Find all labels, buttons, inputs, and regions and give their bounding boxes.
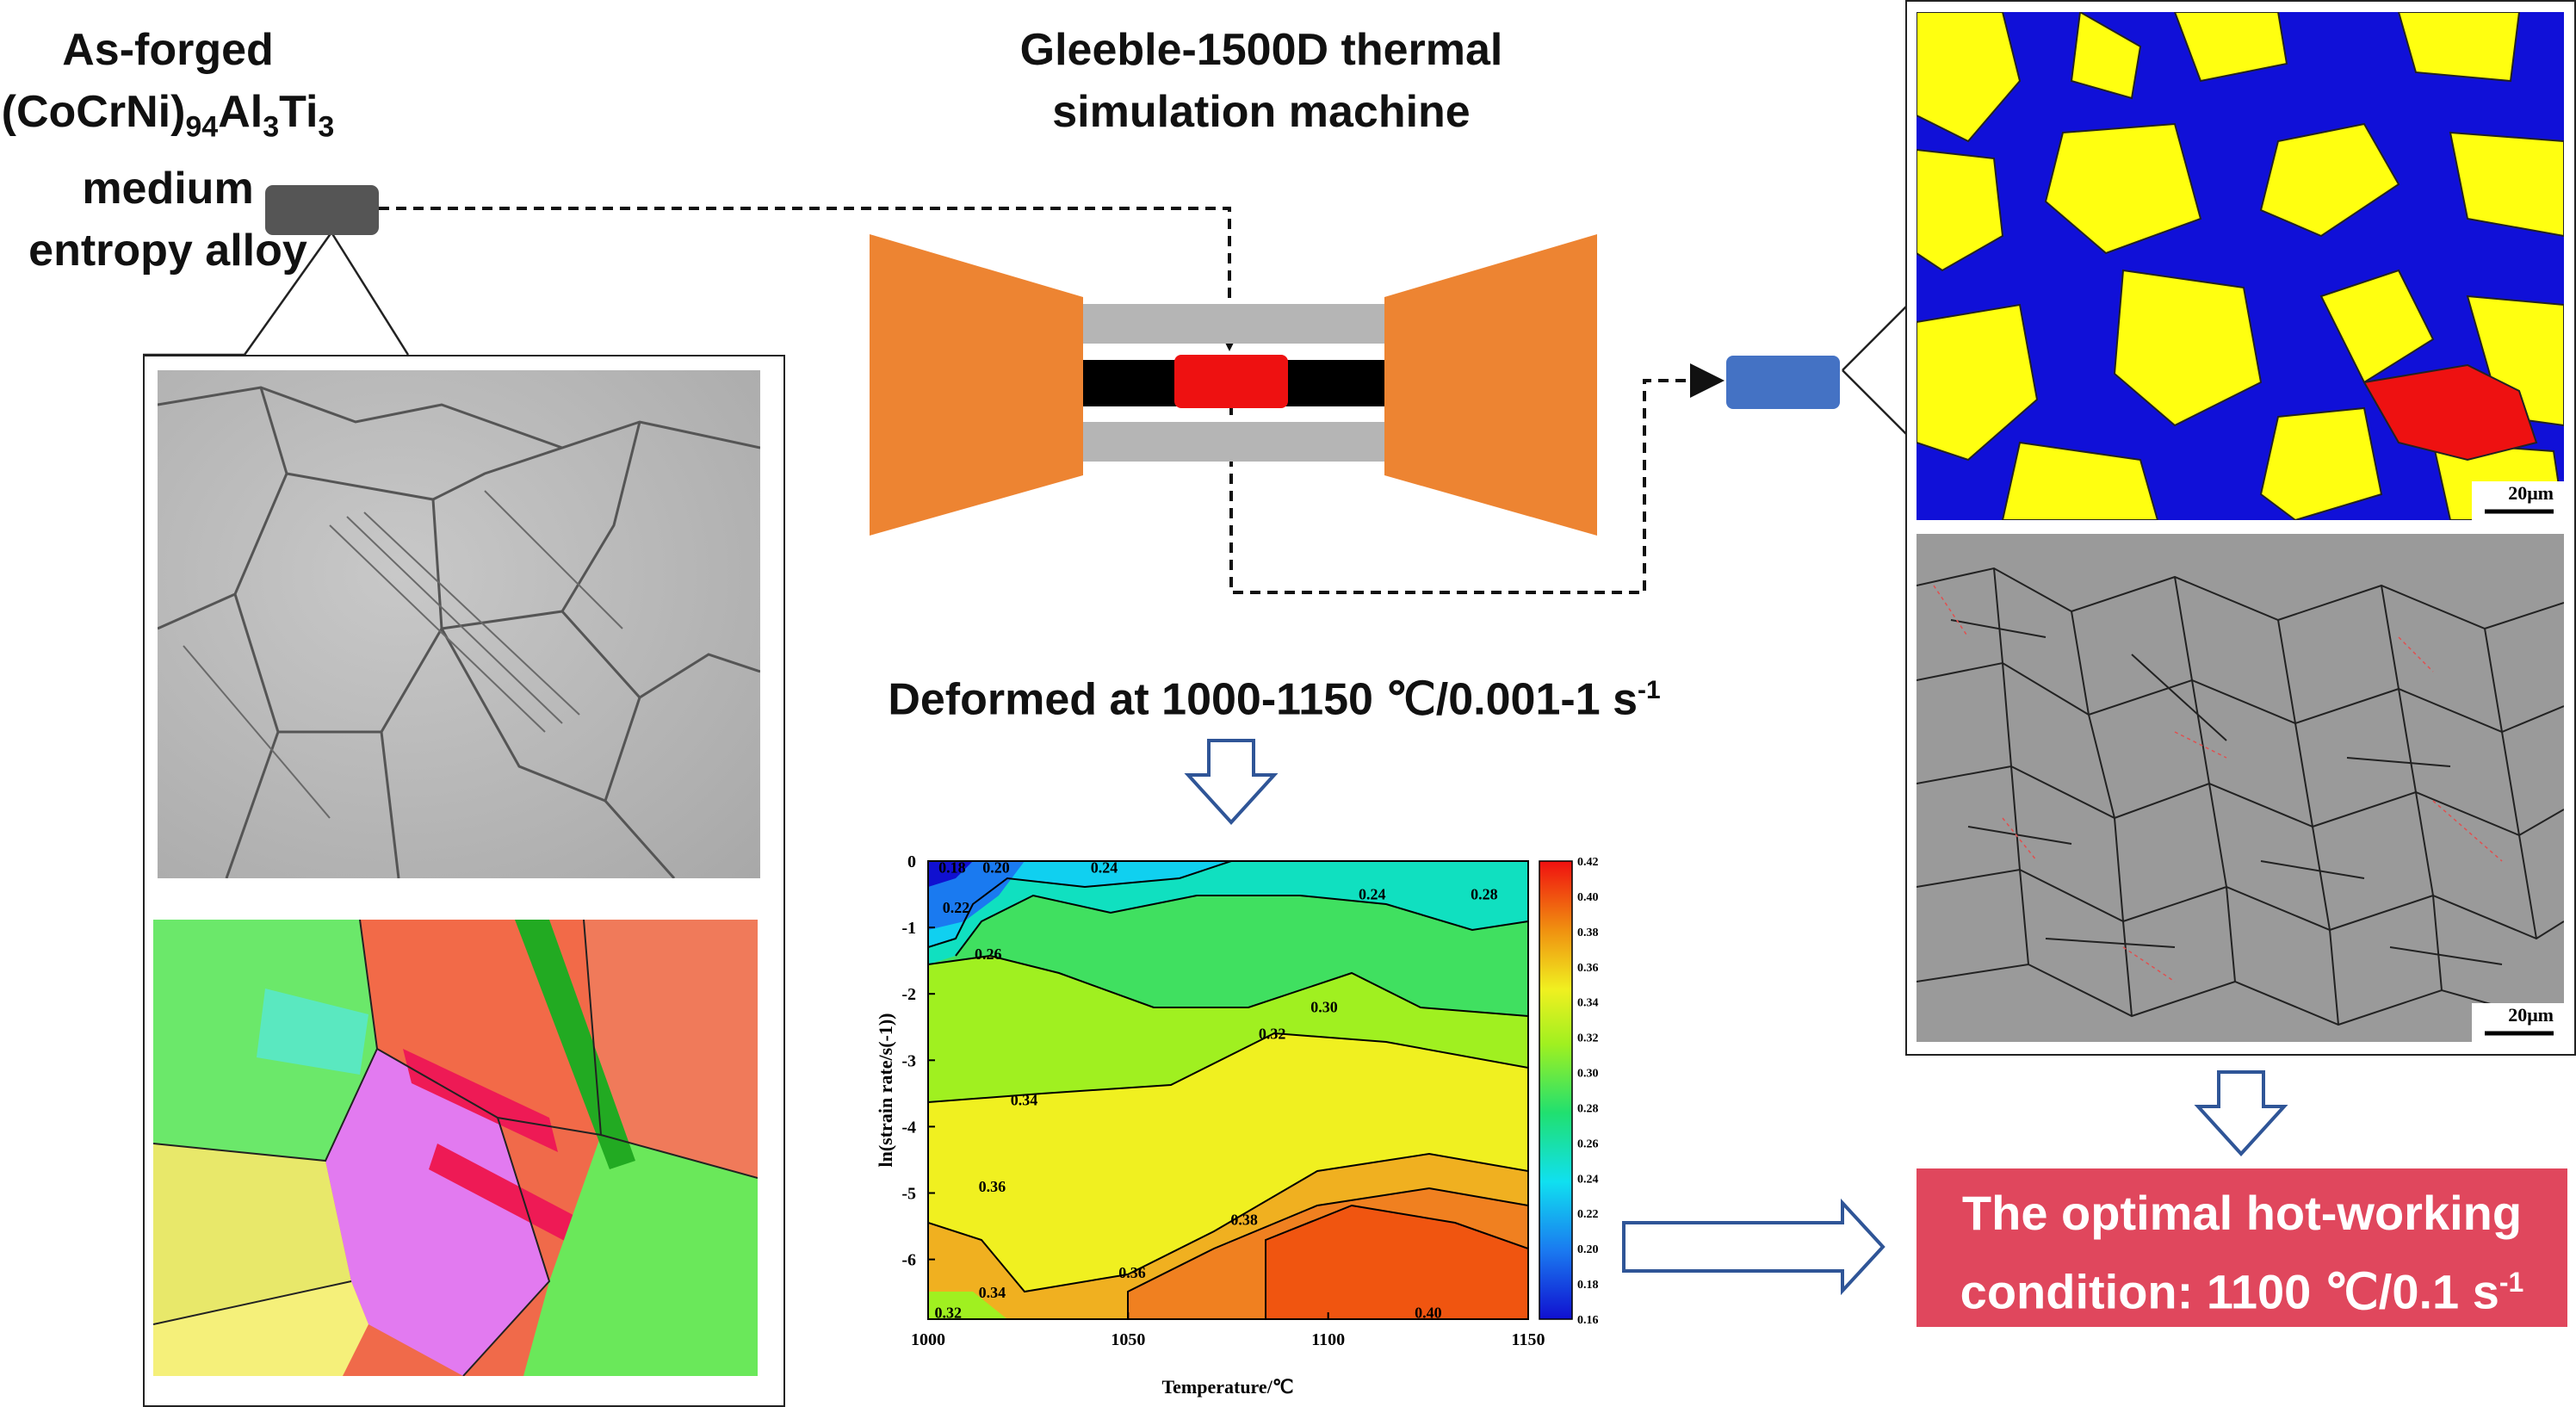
lower-rod [1083,422,1384,462]
y-tick-label: 0 [907,852,916,871]
specimen-callout-lines [143,232,333,356]
colorbar-tick-label: 0.30 [1577,1068,1599,1081]
colorbar-tick-label: 0.24 [1577,1173,1599,1186]
contour-label: 0.26 [975,945,1002,963]
deformation-conditions: Deformed at 1000-1150 ℃/0.001-1 s-1 [888,674,1661,725]
upper-rod [1083,304,1384,344]
colorbar-tick-label: 0.20 [1577,1243,1599,1256]
colorbar-tick-label: 0.28 [1577,1102,1599,1115]
colorbar-tick-label: 0.22 [1577,1208,1599,1221]
contour-label: 0.40 [1415,1304,1442,1321]
right-anvil [1384,234,1597,536]
deformed-callout-lines [1842,369,1908,436]
machine-title: Gleeble-1500D thermal simulation machine [1019,25,1503,137]
result-line1: The optimal hot-working [1961,1186,2523,1240]
grain-boundary-map: 20μm [1917,534,2564,1042]
colorbar-tick-label: 0.18 [1577,1279,1599,1292]
chart-ylabel: ln(strain rate/s(-1)) [875,1013,896,1167]
x-tick-label: 1000 [911,1330,945,1349]
contour-label: 0.34 [979,1284,1006,1301]
y-tick-label: -6 [901,1251,916,1270]
contour-label: 0.24 [1359,886,1386,903]
down-arrow-to-result [2194,1070,2288,1156]
dashed-arrow-to-machine [379,207,1247,351]
x-tick-label: 1050 [1111,1330,1145,1349]
y-tick-label: -4 [901,1118,916,1137]
contour-label: 0.24 [1091,859,1118,877]
x-tick-label: 1150 [1512,1330,1545,1349]
y-tick-label: -2 [901,985,916,1004]
chart-xlabel: Temperature/℃ [1161,1376,1293,1398]
contour-label: 0.32 [1259,1025,1286,1042]
right-arrow-to-result [1622,1198,1886,1296]
contour-label: 0.28 [1471,886,1498,903]
dashed-arrow-to-deformed [1229,363,1725,594]
deformed-specimen [1726,356,1840,409]
colorbar [1539,860,1573,1320]
contour-label: 0.32 [934,1304,962,1321]
alloy-title-line1: As-forged (CoCrNi)94Al3Ti3 [1,25,335,144]
processing-map-chart: 0.18 0.20 0.24 0.22 0.26 0.24 0.28 0.30 0.32 0.34… [875,852,1599,1398]
phase-map: 20μm [1917,12,2564,520]
contour-label: 0.20 [982,859,1010,877]
result-box: The optimal hot-working condition: 1100 … [1917,1168,2567,1327]
colorbar-tick-label: 0.16 [1577,1314,1599,1327]
alloy-title: As-forged (CoCrNi)94Al3Ti3 medium entrop… [0,19,336,282]
colorbar-tick-label: 0.40 [1577,891,1599,904]
alloy-title-line2: medium entropy alloy [28,164,307,276]
x-tick-label: 1100 [1311,1330,1345,1349]
colorbar-tick-label: 0.42 [1577,856,1599,869]
optical-micrograph [158,370,760,878]
contour-label: 0.36 [979,1178,1006,1195]
ipf-map [153,920,758,1376]
contour-label: 0.34 [1011,1092,1038,1109]
left-anvil [870,234,1083,536]
contour-label: 0.22 [943,899,970,916]
as-forged-specimen [265,185,379,235]
scale-label-top: 20μm [2508,482,2554,504]
scale-label-bottom: 20μm [2508,1004,2554,1026]
colorbar-tick-label: 0.34 [1577,997,1599,1010]
colorbar-tick-label: 0.38 [1577,927,1599,939]
contour-label: 0.18 [938,859,966,877]
y-tick-label: -1 [901,919,916,938]
contour-label: 0.30 [1310,999,1338,1016]
down-arrow-to-chart [1184,739,1279,825]
y-tick-label: -5 [901,1185,916,1204]
y-tick-label: -3 [901,1051,916,1070]
colorbar-tick-label: 0.26 [1577,1137,1599,1150]
contour-label: 0.38 [1230,1211,1258,1228]
hot-specimen [1174,355,1288,408]
colorbar-tick-label: 0.32 [1577,1032,1599,1045]
result-line2: condition: 1100 ℃/0.1 s-1 [1960,1264,2524,1319]
contour-label: 0.36 [1118,1264,1146,1281]
colorbar-tick-label: 0.36 [1577,962,1599,975]
